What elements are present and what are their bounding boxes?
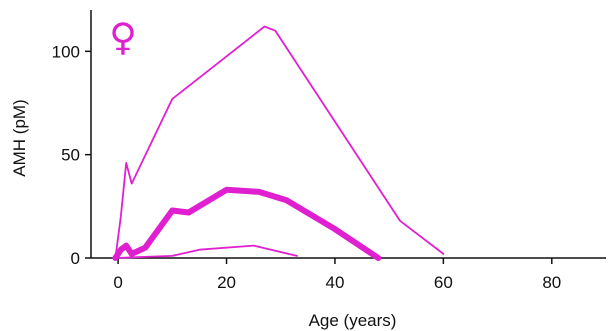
- y-tick-label: 0: [71, 249, 80, 268]
- female-symbol: ♀: [109, 15, 137, 59]
- x-axis-label: Age (years): [309, 311, 397, 330]
- series-line-upper: [114, 25, 445, 259]
- x-ticks: 0 20 40 60 80: [113, 258, 561, 292]
- x-tick-label: 20: [217, 273, 236, 292]
- y-tick-label: 100: [52, 42, 80, 61]
- series-line-lower: [114, 244, 298, 259]
- y-ticks: 0 50 100: [52, 42, 91, 268]
- axes: 0 20 40 60 80 0 50 100: [52, 10, 606, 292]
- x-tick-label: 40: [325, 273, 344, 292]
- y-tick-label: 50: [61, 146, 80, 165]
- series-layer: [112, 25, 445, 261]
- series-line-mean: [112, 186, 382, 261]
- x-tick-label: 80: [542, 273, 561, 292]
- y-axis-label: AMH (pM): [10, 99, 29, 176]
- x-tick-label: 60: [434, 273, 453, 292]
- x-tick-label: 0: [113, 273, 122, 292]
